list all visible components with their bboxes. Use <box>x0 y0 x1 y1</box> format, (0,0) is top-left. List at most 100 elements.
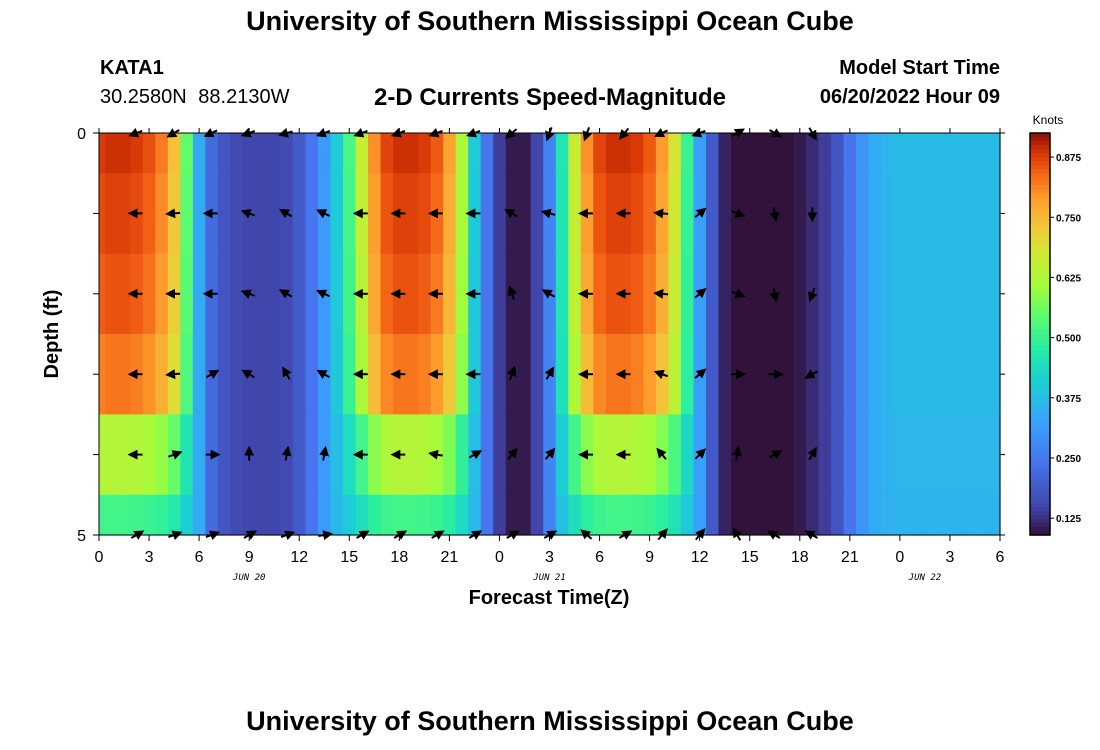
colorbar-segment <box>1030 145 1050 150</box>
heatmap-cell <box>893 414 907 496</box>
heatmap-cell <box>330 494 344 536</box>
heatmap-cell <box>255 133 269 174</box>
colorbar-segment <box>1030 466 1050 472</box>
current-vector-arrow <box>506 365 517 381</box>
heatmap-cell <box>317 494 332 536</box>
heatmap-cell <box>255 414 269 496</box>
heatmap-cell <box>993 334 1001 415</box>
heatmap-cell <box>368 173 382 255</box>
heatmap-cell <box>430 133 444 174</box>
x-tick-label: 9 <box>245 549 254 566</box>
heatmap-cell <box>755 414 770 496</box>
heatmap-cell <box>918 253 932 335</box>
heatmap-cell <box>918 414 932 496</box>
colorbar-segment <box>1030 470 1050 476</box>
colorbar-segment <box>1030 406 1050 411</box>
heatmap-cell <box>781 494 795 536</box>
heatmap-cell <box>480 414 494 496</box>
heatmap-cell <box>493 173 507 255</box>
heatmap-cell <box>755 133 770 174</box>
colorbar-segment <box>1030 334 1050 339</box>
heatmap-cell <box>981 173 995 255</box>
heatmap-cell <box>680 253 695 335</box>
x-tick-label: 21 <box>841 549 859 566</box>
heatmap-cell <box>931 253 945 335</box>
heatmap-cell <box>418 173 432 255</box>
heatmap-cell <box>343 494 357 536</box>
colorbar-segment <box>1030 329 1050 335</box>
colorbar-segment <box>1030 181 1050 186</box>
colorbar-tick-label: 0.250 <box>1056 454 1081 465</box>
heatmap-cell <box>305 133 319 174</box>
heatmap-cell <box>443 334 457 415</box>
colorbar-segment <box>1030 209 1050 214</box>
heatmap-cell <box>455 334 469 415</box>
colorbar-segment <box>1030 197 1050 202</box>
heatmap-cell <box>881 253 895 335</box>
footer-title: University of Southern Mississippi Ocean… <box>246 706 854 736</box>
heatmap-cell <box>568 494 582 536</box>
heatmap-cell <box>605 334 619 415</box>
colorbar-segment <box>1030 237 1050 243</box>
heatmap-cells <box>99 133 1001 536</box>
heatmap-cell <box>418 494 432 536</box>
heatmap-cell <box>868 133 882 174</box>
colorbar-segment <box>1030 261 1050 267</box>
heatmap-cell <box>856 494 870 536</box>
current-vector-arrow <box>694 288 707 299</box>
heatmap-cell <box>918 494 932 536</box>
current-vector-arrow <box>731 288 746 299</box>
heatmap-cell <box>743 173 757 255</box>
heatmap-cell <box>99 173 106 255</box>
heatmap-cell <box>593 494 607 536</box>
heatmap-cell <box>117 253 131 335</box>
heatmap-cell <box>981 253 995 335</box>
heatmap-cell <box>105 414 119 496</box>
heatmap-cell <box>530 133 544 174</box>
heatmap-cell <box>192 253 206 335</box>
heatmap-cell <box>956 253 970 335</box>
heatmap-cell <box>99 253 106 335</box>
heatmap-cell <box>368 414 382 496</box>
colorbar-segment <box>1030 426 1050 432</box>
heatmap-cell <box>993 133 1001 174</box>
heatmap-cell <box>793 414 807 496</box>
heatmap-cell <box>630 414 644 496</box>
heatmap-cell <box>643 334 657 415</box>
heatmap-cell <box>105 133 119 174</box>
heatmap-cell <box>405 133 419 174</box>
heatmap-cell <box>142 334 156 415</box>
colorbar-segment <box>1030 374 1050 379</box>
heatmap-cell <box>117 494 131 536</box>
heatmap-cell <box>981 494 995 536</box>
heatmap-cell <box>868 494 882 536</box>
heatmap-cell <box>906 414 920 496</box>
heatmap-cell <box>668 253 682 335</box>
current-vector-arrow <box>316 369 330 380</box>
heatmap-cell <box>968 414 982 496</box>
heatmap-cell <box>568 334 582 415</box>
heatmap-cell <box>555 494 569 536</box>
heatmap-cell <box>943 334 957 415</box>
x-tick-label: 21 <box>440 549 458 566</box>
heatmap-cell <box>155 173 169 255</box>
current-vector-arrow <box>428 449 443 460</box>
heatmap-cell <box>255 173 269 255</box>
heatmap-cell <box>806 133 820 174</box>
colorbar-segment <box>1030 494 1050 500</box>
heatmap-cell <box>856 133 870 174</box>
heatmap-cell <box>881 414 895 496</box>
heatmap-cell <box>99 414 106 496</box>
heatmap-cell <box>630 334 644 415</box>
heatmap-cell <box>981 334 995 415</box>
heatmap-cell <box>680 133 695 174</box>
current-vector-arrow <box>468 450 483 460</box>
colorbar-segment <box>1030 229 1050 235</box>
heatmap-cell <box>518 494 532 536</box>
heatmap-cell <box>993 253 1001 335</box>
heatmap-cell <box>305 173 319 255</box>
colorbar-segment <box>1030 285 1050 291</box>
model-start-label: Model Start Time <box>839 57 1000 79</box>
heatmap-cell <box>99 334 106 415</box>
heatmap-cell <box>981 414 995 496</box>
